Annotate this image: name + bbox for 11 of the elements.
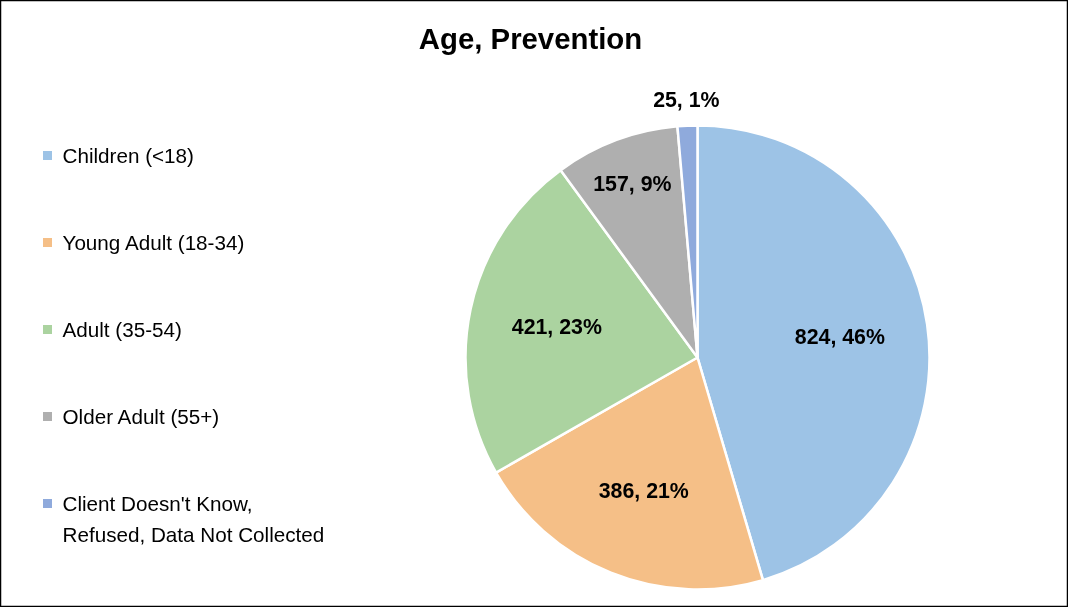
data-label: 25, 1% xyxy=(653,88,720,113)
legend-label: Children (<18) xyxy=(62,144,194,167)
legend-label: Young Adult (18-34) xyxy=(62,231,245,254)
data-label: 157, 9% xyxy=(593,171,672,196)
data-label: 386, 21% xyxy=(598,478,689,503)
legend-label: Older Adult (55+) xyxy=(62,405,220,428)
data-label: 421, 23% xyxy=(511,315,602,340)
data-label: 824, 46% xyxy=(794,325,885,350)
legend-label: Client Doesn't Know, Refused, Data Not Collected xyxy=(62,491,325,546)
legend-label: Adult (35-54) xyxy=(62,318,182,341)
chart-title: Age, Prevention xyxy=(418,22,643,55)
